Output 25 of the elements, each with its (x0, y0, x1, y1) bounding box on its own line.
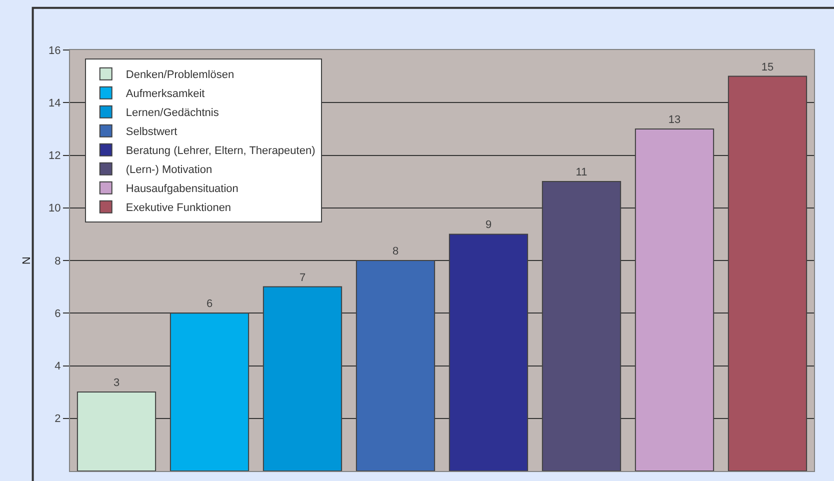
data-label: 11 (576, 166, 588, 179)
legend-label: Exekutive Funktionen (126, 202, 232, 214)
legend-label: Aufmerksamkeit (126, 88, 205, 100)
y-tick-label: 2 (54, 413, 61, 426)
legend-label: Beratung (Lehrer, Eltern, Therapeuten) (126, 145, 316, 158)
data-label: 9 (485, 219, 492, 232)
y-tick-label: 6 (54, 308, 61, 320)
data-label: 6 (206, 298, 213, 310)
y-tick-label: 8 (54, 255, 61, 268)
y-tick-label: 12 (48, 150, 61, 162)
legend-label: Denken/Problemlösen (126, 69, 234, 82)
data-label: 15 (761, 61, 774, 74)
y-tick-label: 10 (48, 202, 61, 215)
legend-label: Hausaufgabensituation (126, 183, 238, 196)
legend-label: Lernen/Gedächtnis (126, 107, 220, 120)
y-tick-label: 16 (48, 44, 61, 57)
y-tick-label: 4 (54, 360, 61, 373)
y-tick-label: 14 (48, 97, 61, 110)
data-label: 8 (392, 246, 399, 258)
data-label: 3 (113, 377, 120, 390)
data-label: 7 (299, 272, 306, 284)
legend-label: Selbstwert (126, 126, 178, 138)
y-axis-title: N (21, 256, 34, 264)
data-label: 13 (668, 114, 681, 126)
legend-label: (Lern-) Motivation (126, 164, 212, 176)
